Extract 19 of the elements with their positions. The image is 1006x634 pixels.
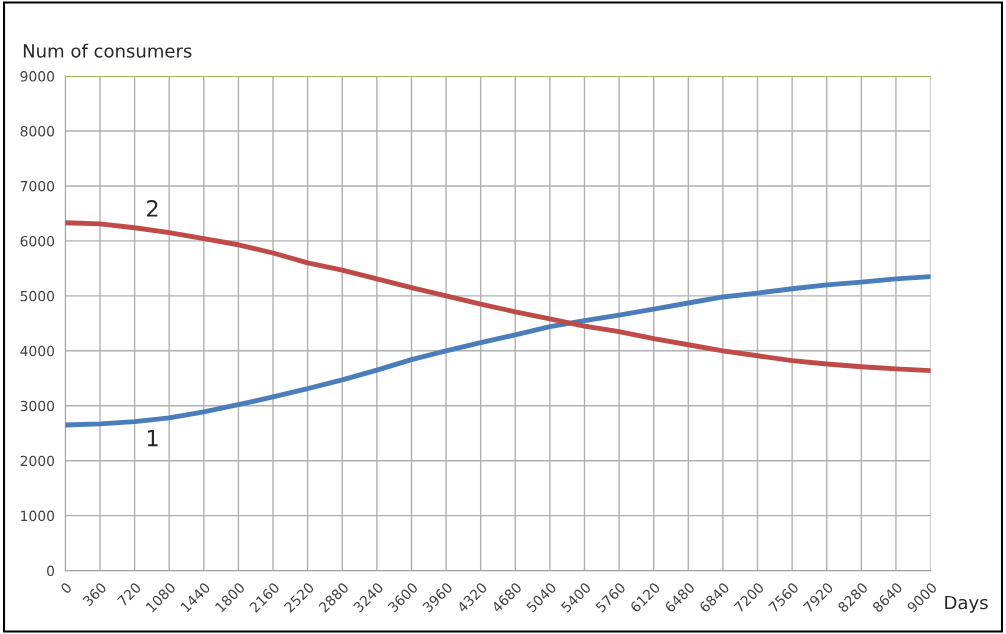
y-tick-label: 0 xyxy=(47,565,55,577)
x-tick-label: 720 xyxy=(116,581,142,607)
y-tick-label: 9000 xyxy=(20,71,55,82)
x-tick-label: 360 xyxy=(82,581,107,607)
line-series xyxy=(65,274,931,428)
series-label: 1 xyxy=(147,430,158,447)
x-tick-label: 0 xyxy=(59,581,73,595)
series-label: 2 xyxy=(147,200,158,217)
y-tick-label: 6000 xyxy=(20,235,55,247)
x-axis-title: Days xyxy=(945,595,988,613)
y-tick-label: 7000 xyxy=(20,180,55,192)
y-tick-label: 8000 xyxy=(20,126,55,137)
y-tick-label: 2000 xyxy=(20,455,55,467)
y-tick-label: 4000 xyxy=(20,345,55,357)
line-series xyxy=(65,220,931,374)
y-tick-label: 1000 xyxy=(21,510,55,522)
y-tick-label: 5000 xyxy=(20,290,55,302)
y-tick-label: 3000 xyxy=(20,400,55,412)
y-axis-title: Num of consumers xyxy=(23,43,192,58)
